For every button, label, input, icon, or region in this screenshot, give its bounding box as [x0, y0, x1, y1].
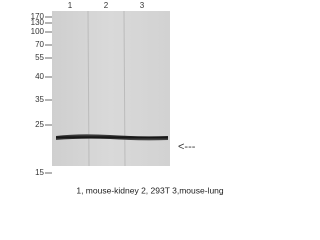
marker-label: 15	[35, 168, 44, 177]
marker-label: 25	[35, 120, 44, 129]
marker-label: 40	[35, 72, 44, 81]
membrane	[52, 11, 170, 166]
marker-label: 170	[31, 12, 45, 21]
marker-label: 70	[35, 40, 44, 49]
lane-divider	[87, 10, 90, 167]
lane-label: 2	[104, 1, 109, 10]
lane-divider	[123, 10, 126, 167]
marker-label: 130	[31, 18, 45, 27]
marker-label: 55	[35, 53, 44, 62]
lane-label: 1	[68, 1, 73, 10]
page: {"lanes": ["1", "2", "3"], "markers": ["…	[30, 1, 224, 196]
protein-band	[56, 134, 168, 141]
lane-labels: 1 2 3	[68, 1, 145, 10]
lane-label: 3	[140, 1, 145, 10]
caption: 1, mouse-kidney 2, 293T 3,mouse-lung	[76, 185, 224, 195]
marker-label: 100	[31, 27, 45, 36]
band-arrow: <---	[178, 141, 196, 153]
marker-label: 35	[35, 95, 44, 104]
